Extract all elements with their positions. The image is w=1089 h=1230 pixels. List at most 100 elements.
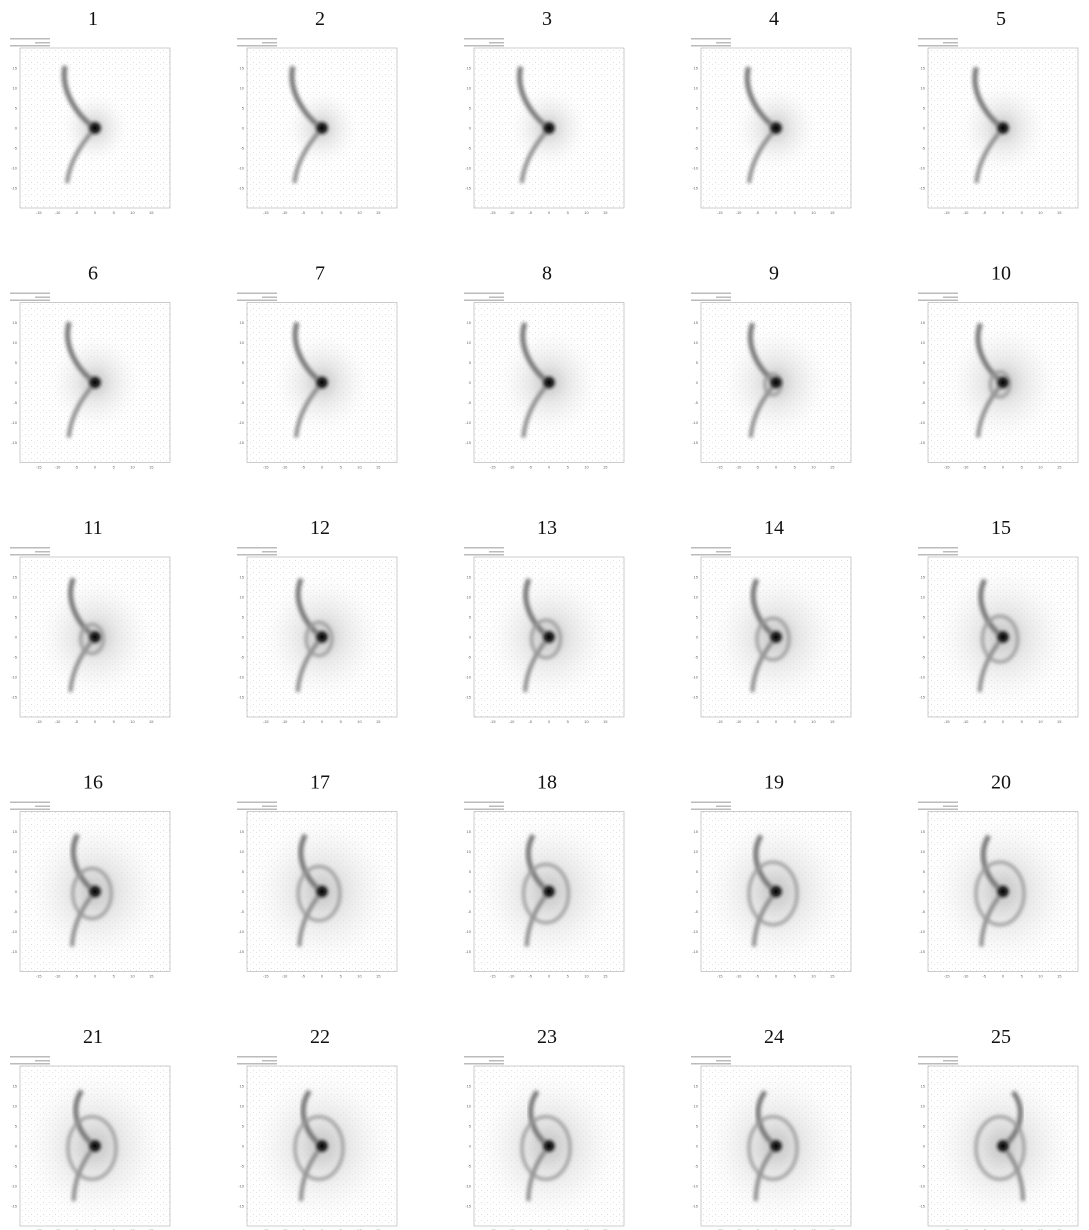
y-tick-label: 5 [696,869,699,874]
header-line [35,551,50,553]
x-tick-label: 5 [113,974,116,979]
x-tick-label: 0 [1002,719,1005,724]
panel-number: 2 [315,8,325,30]
galaxy [60,65,130,184]
header-line [10,1063,50,1065]
ring [293,1115,345,1181]
x-tick-label: -15 [263,719,270,724]
y-tick-label: 15 [694,66,699,71]
x-tick-label: -10 [963,1228,970,1230]
y-tick-label: -10 [11,420,18,425]
header-line [10,547,50,549]
x-tick-label: 10 [1038,719,1043,724]
y-tick-label: 5 [469,106,472,111]
y-tick-label: 15 [240,66,245,71]
ring [974,1115,1026,1181]
y-tick-label: 0 [15,126,18,131]
panel: 14 -15 -15 -10 -10 -5 -5 0 0 5 5 10 10 15 15 [691,517,852,724]
y-tick-label: 0 [15,889,18,894]
y-tick-label: 15 [13,829,18,834]
ring [974,860,1026,927]
y-tick-label: 0 [696,380,699,385]
galaxy [933,563,1073,711]
y-tick-label: -5 [467,909,471,914]
y-tick-label: 5 [242,360,245,365]
x-tick-label: -10 [282,1228,289,1230]
panel-number: 6 [88,263,98,285]
x-tick-label: 0 [548,974,551,979]
y-tick-label: 5 [15,106,18,111]
x-tick-label: -10 [55,1228,62,1230]
panel-number: 3 [542,8,552,30]
y-tick-label: -10 [692,420,699,425]
galaxy [272,321,372,438]
y-tick-label: 10 [921,86,926,91]
header-line [10,808,50,810]
header-line [237,1063,277,1065]
y-tick-label: -15 [238,1204,245,1209]
galaxy [928,1067,1078,1225]
x-tick-label: -5 [301,210,305,215]
x-tick-label: 5 [794,1228,797,1230]
y-tick-label: 5 [15,869,18,874]
x-tick-label: -15 [263,974,270,979]
y-tick-label: -10 [11,929,18,934]
header-line [943,42,958,44]
panel-number: 11 [83,517,102,539]
x-tick-label: -15 [717,465,724,470]
x-tick-label: -10 [509,719,516,724]
core [540,119,558,137]
x-tick-label: 5 [340,210,343,215]
x-tick-label: -15 [490,974,497,979]
header-line [918,45,958,47]
x-tick-label: -15 [717,210,724,215]
x-tick-label: -10 [55,974,62,979]
x-tick-label: 15 [603,974,608,979]
header-line [943,1060,958,1062]
galaxy [708,566,844,708]
x-tick-label: 5 [113,719,116,724]
y-tick-label: 15 [467,829,472,834]
x-tick-label: 15 [830,1228,835,1230]
x-tick-label: 10 [811,465,816,470]
galaxy [721,322,831,441]
panel-number: 4 [769,8,779,30]
y-tick-label: -15 [919,186,926,191]
y-tick-label: 0 [242,380,245,385]
core [994,882,1012,901]
y-tick-label: 10 [13,595,18,600]
y-tick-label: 0 [923,380,926,385]
x-tick-label: 15 [830,719,835,724]
panel-number: 8 [542,263,552,285]
x-tick-label: 0 [775,465,778,470]
x-tick-label: -5 [74,1228,78,1230]
x-tick-label: 0 [1002,465,1005,470]
x-tick-label: 10 [1038,465,1043,470]
y-tick-label: 0 [469,380,472,385]
panel: 9 -15 -15 -10 -10 -5 -5 0 0 5 5 10 10 15 15 [691,263,852,470]
x-tick-label: -5 [982,974,986,979]
x-tick-label: 5 [113,1228,116,1230]
header-line [464,45,504,47]
y-tick-label: 0 [242,1144,245,1149]
galaxy [945,322,1061,443]
y-tick-label: 5 [15,360,18,365]
header-line [918,554,958,556]
panel: 19 -15 -15 -10 -10 -5 -5 0 0 5 5 10 10 15 15 [691,772,852,979]
x-tick-label: 5 [340,974,343,979]
y-tick-label: -5 [467,1164,471,1169]
y-tick-label: -5 [240,655,244,660]
header-line [464,801,504,803]
x-tick-label: 15 [376,210,381,215]
core [86,882,104,901]
y-tick-label: -10 [919,166,926,171]
y-tick-label: 5 [469,1124,472,1129]
x-tick-label: -10 [509,210,516,215]
x-tick-label: -10 [963,974,970,979]
x-tick-label: 15 [1057,719,1062,724]
header-line [918,547,958,549]
x-tick-label: 10 [130,465,135,470]
x-tick-label: -5 [301,974,305,979]
x-tick-label: -10 [736,974,743,979]
x-tick-label: -5 [74,210,78,215]
